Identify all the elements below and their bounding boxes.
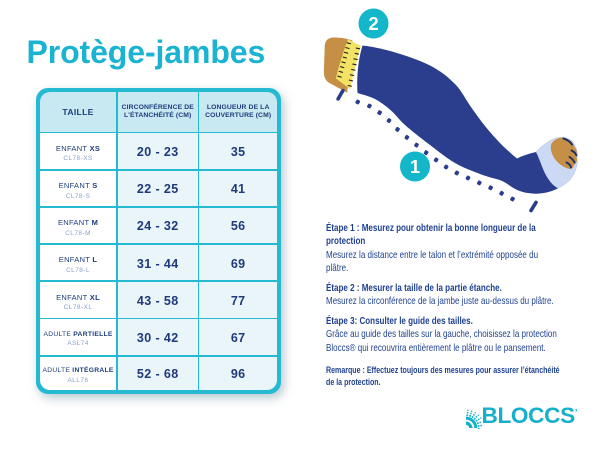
- svg-text:2: 2: [368, 13, 378, 34]
- svg-text:1: 1: [410, 156, 420, 177]
